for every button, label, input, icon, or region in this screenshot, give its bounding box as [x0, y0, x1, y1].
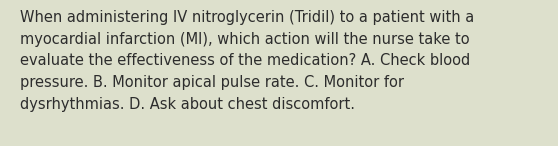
Text: When administering IV nitroglycerin (Tridil) to a patient with a
myocardial infa: When administering IV nitroglycerin (Tri…	[20, 10, 474, 112]
